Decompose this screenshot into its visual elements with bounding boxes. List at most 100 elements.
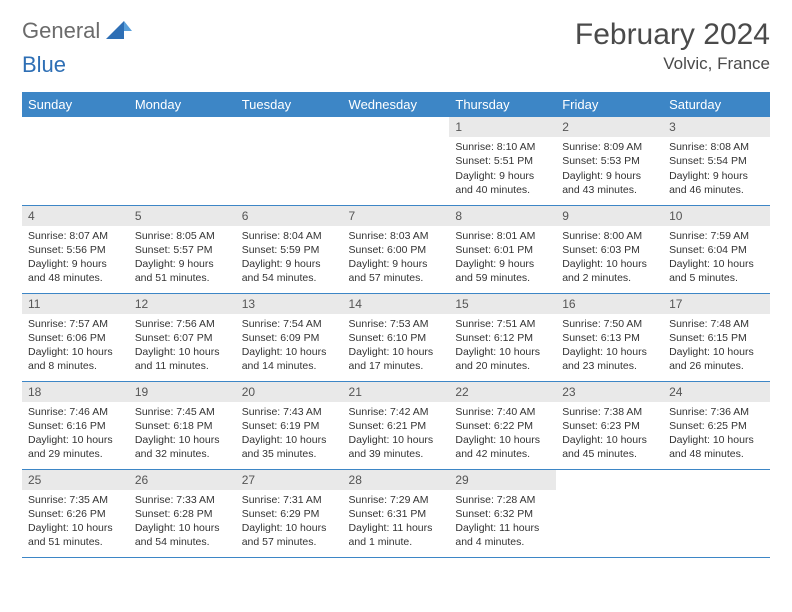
sunrise-line: Sunrise: 7:43 AM — [242, 405, 337, 419]
day-details: Sunrise: 7:50 AMSunset: 6:13 PMDaylight:… — [556, 314, 663, 378]
day-number: 27 — [236, 470, 343, 490]
calendar-cell: 12Sunrise: 7:56 AMSunset: 6:07 PMDayligh… — [129, 293, 236, 381]
calendar-row: 4Sunrise: 8:07 AMSunset: 5:56 PMDaylight… — [22, 205, 770, 293]
sunset-line: Sunset: 6:31 PM — [349, 507, 444, 521]
daylight-line: Daylight: 10 hours and 29 minutes. — [28, 433, 123, 461]
sunset-line: Sunset: 6:12 PM — [455, 331, 550, 345]
sunrise-line: Sunrise: 7:45 AM — [135, 405, 230, 419]
day-number: 11 — [22, 294, 129, 314]
day-details: Sunrise: 8:10 AMSunset: 5:51 PMDaylight:… — [449, 137, 556, 201]
sunrise-line: Sunrise: 8:09 AM — [562, 140, 657, 154]
sunrise-line: Sunrise: 7:35 AM — [28, 493, 123, 507]
weekday-header: Tuesday — [236, 92, 343, 117]
day-number: 19 — [129, 382, 236, 402]
sunset-line: Sunset: 6:09 PM — [242, 331, 337, 345]
calendar-cell: 25Sunrise: 7:35 AMSunset: 6:26 PMDayligh… — [22, 469, 129, 557]
daylight-line: Daylight: 10 hours and 42 minutes. — [455, 433, 550, 461]
sunrise-line: Sunrise: 7:50 AM — [562, 317, 657, 331]
daylight-line: Daylight: 9 hours and 51 minutes. — [135, 257, 230, 285]
day-details: Sunrise: 7:57 AMSunset: 6:06 PMDaylight:… — [22, 314, 129, 378]
daylight-line: Daylight: 10 hours and 20 minutes. — [455, 345, 550, 373]
calendar-head: SundayMondayTuesdayWednesdayThursdayFrid… — [22, 92, 770, 117]
day-details: Sunrise: 7:40 AMSunset: 6:22 PMDaylight:… — [449, 402, 556, 466]
day-details: Sunrise: 7:48 AMSunset: 6:15 PMDaylight:… — [663, 314, 770, 378]
calendar-cell: 18Sunrise: 7:46 AMSunset: 6:16 PMDayligh… — [22, 381, 129, 469]
calendar-table: SundayMondayTuesdayWednesdayThursdayFrid… — [22, 92, 770, 558]
calendar-row: ....1Sunrise: 8:10 AMSunset: 5:51 PMDayl… — [22, 117, 770, 205]
day-details: Sunrise: 7:29 AMSunset: 6:31 PMDaylight:… — [343, 490, 450, 554]
day-details: Sunrise: 8:09 AMSunset: 5:53 PMDaylight:… — [556, 137, 663, 201]
calendar-cell: 13Sunrise: 7:54 AMSunset: 6:09 PMDayligh… — [236, 293, 343, 381]
calendar-row: 18Sunrise: 7:46 AMSunset: 6:16 PMDayligh… — [22, 381, 770, 469]
daylight-line: Daylight: 9 hours and 43 minutes. — [562, 169, 657, 197]
sunrise-line: Sunrise: 7:48 AM — [669, 317, 764, 331]
day-number: 13 — [236, 294, 343, 314]
sunset-line: Sunset: 6:32 PM — [455, 507, 550, 521]
day-number: 8 — [449, 206, 556, 226]
month-title: February 2024 — [575, 18, 770, 52]
daylight-line: Daylight: 9 hours and 40 minutes. — [455, 169, 550, 197]
daylight-line: Daylight: 10 hours and 48 minutes. — [669, 433, 764, 461]
daylight-line: Daylight: 9 hours and 59 minutes. — [455, 257, 550, 285]
day-number: 23 — [556, 382, 663, 402]
sunrise-line: Sunrise: 7:31 AM — [242, 493, 337, 507]
day-number: 14 — [343, 294, 450, 314]
daylight-line: Daylight: 9 hours and 54 minutes. — [242, 257, 337, 285]
calendar-cell: 29Sunrise: 7:28 AMSunset: 6:32 PMDayligh… — [449, 469, 556, 557]
day-details: Sunrise: 7:46 AMSunset: 6:16 PMDaylight:… — [22, 402, 129, 466]
calendar-cell: . — [129, 117, 236, 205]
daylight-line: Daylight: 10 hours and 14 minutes. — [242, 345, 337, 373]
sunset-line: Sunset: 5:53 PM — [562, 154, 657, 168]
daylight-line: Daylight: 10 hours and 8 minutes. — [28, 345, 123, 373]
sunset-line: Sunset: 6:29 PM — [242, 507, 337, 521]
calendar-cell: 10Sunrise: 7:59 AMSunset: 6:04 PMDayligh… — [663, 205, 770, 293]
calendar-cell: 27Sunrise: 7:31 AMSunset: 6:29 PMDayligh… — [236, 469, 343, 557]
daylight-line: Daylight: 10 hours and 11 minutes. — [135, 345, 230, 373]
day-number: 5 — [129, 206, 236, 226]
day-number: 10 — [663, 206, 770, 226]
day-number: 6 — [236, 206, 343, 226]
weekday-header: Thursday — [449, 92, 556, 117]
calendar-cell: 11Sunrise: 7:57 AMSunset: 6:06 PMDayligh… — [22, 293, 129, 381]
day-details: Sunrise: 8:07 AMSunset: 5:56 PMDaylight:… — [22, 226, 129, 290]
logo-flag-icon — [106, 21, 132, 41]
calendar-cell: 20Sunrise: 7:43 AMSunset: 6:19 PMDayligh… — [236, 381, 343, 469]
sunrise-line: Sunrise: 8:04 AM — [242, 229, 337, 243]
day-details: Sunrise: 7:59 AMSunset: 6:04 PMDaylight:… — [663, 226, 770, 290]
sunset-line: Sunset: 6:28 PM — [135, 507, 230, 521]
calendar-cell: 21Sunrise: 7:42 AMSunset: 6:21 PMDayligh… — [343, 381, 450, 469]
day-details: Sunrise: 7:54 AMSunset: 6:09 PMDaylight:… — [236, 314, 343, 378]
day-number: 18 — [22, 382, 129, 402]
daylight-line: Daylight: 10 hours and 2 minutes. — [562, 257, 657, 285]
sunset-line: Sunset: 5:54 PM — [669, 154, 764, 168]
calendar-cell: 22Sunrise: 7:40 AMSunset: 6:22 PMDayligh… — [449, 381, 556, 469]
sunset-line: Sunset: 6:07 PM — [135, 331, 230, 345]
daylight-line: Daylight: 10 hours and 5 minutes. — [669, 257, 764, 285]
day-number: 17 — [663, 294, 770, 314]
sunrise-line: Sunrise: 7:29 AM — [349, 493, 444, 507]
day-number: 22 — [449, 382, 556, 402]
day-details: Sunrise: 7:38 AMSunset: 6:23 PMDaylight:… — [556, 402, 663, 466]
sunset-line: Sunset: 6:26 PM — [28, 507, 123, 521]
sunrise-line: Sunrise: 7:56 AM — [135, 317, 230, 331]
weekday-header: Saturday — [663, 92, 770, 117]
sunrise-line: Sunrise: 7:38 AM — [562, 405, 657, 419]
daylight-line: Daylight: 10 hours and 32 minutes. — [135, 433, 230, 461]
sunrise-line: Sunrise: 7:33 AM — [135, 493, 230, 507]
day-number: 3 — [663, 117, 770, 137]
day-details: Sunrise: 7:56 AMSunset: 6:07 PMDaylight:… — [129, 314, 236, 378]
day-details: Sunrise: 8:05 AMSunset: 5:57 PMDaylight:… — [129, 226, 236, 290]
sunrise-line: Sunrise: 8:00 AM — [562, 229, 657, 243]
sunset-line: Sunset: 6:03 PM — [562, 243, 657, 257]
weekday-header: Wednesday — [343, 92, 450, 117]
day-details: Sunrise: 7:35 AMSunset: 6:26 PMDaylight:… — [22, 490, 129, 554]
day-number: 24 — [663, 382, 770, 402]
day-number: 26 — [129, 470, 236, 490]
sunset-line: Sunset: 6:04 PM — [669, 243, 764, 257]
sunrise-line: Sunrise: 8:10 AM — [455, 140, 550, 154]
sunrise-line: Sunrise: 7:53 AM — [349, 317, 444, 331]
calendar-cell: 17Sunrise: 7:48 AMSunset: 6:15 PMDayligh… — [663, 293, 770, 381]
title-block: February 2024 Volvic, France — [575, 18, 770, 74]
sunset-line: Sunset: 6:06 PM — [28, 331, 123, 345]
sunrise-line: Sunrise: 7:36 AM — [669, 405, 764, 419]
